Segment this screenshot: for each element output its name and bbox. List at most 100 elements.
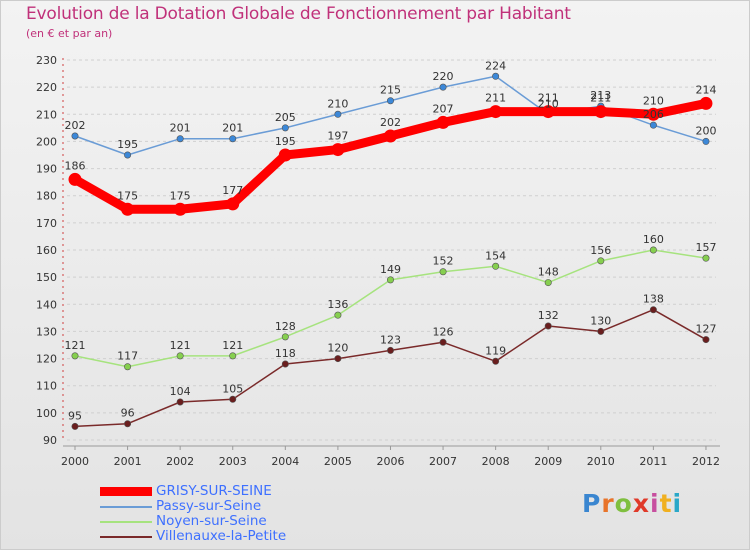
data-label: 201 — [222, 122, 243, 135]
data-label: 96 — [121, 407, 135, 420]
y-tick-label: 140 — [36, 298, 57, 311]
x-tick-label: 2012 — [692, 455, 720, 468]
data-label: 104 — [170, 385, 191, 398]
legend-swatch — [100, 487, 152, 496]
y-tick-label: 180 — [36, 190, 57, 203]
data-label: 121 — [65, 339, 86, 352]
data-point — [71, 422, 79, 430]
data-label: 215 — [380, 84, 401, 97]
data-point — [597, 327, 605, 335]
data-label: 126 — [433, 325, 454, 338]
y-tick-label: 100 — [36, 407, 57, 420]
data-label: 195 — [117, 138, 138, 151]
x-tick-label: 2011 — [639, 455, 667, 468]
data-label: 224 — [485, 59, 506, 72]
data-point — [386, 276, 394, 284]
y-tick-label: 190 — [36, 163, 57, 176]
data-label: 207 — [433, 102, 454, 115]
data-label: 206 — [643, 108, 664, 121]
legend-label: Noyen-sur-Seine — [156, 513, 267, 529]
data-label: 211 — [590, 92, 611, 105]
y-tick-label: 90 — [43, 434, 57, 447]
x-tick-label: 2002 — [166, 455, 194, 468]
proxiti-logo: Proxiti — [582, 489, 682, 518]
x-tick-label: 2000 — [61, 455, 89, 468]
data-point — [229, 352, 237, 360]
data-label: 197 — [327, 130, 348, 143]
y-tick-label: 210 — [36, 108, 57, 121]
logo-letter: o — [614, 489, 633, 518]
data-point — [699, 96, 713, 110]
x-tick-label: 2004 — [271, 455, 299, 468]
x-tick-label: 2008 — [482, 455, 510, 468]
logo-letter: P — [582, 489, 602, 518]
data-label: 128 — [275, 320, 296, 333]
data-label: 211 — [538, 92, 559, 105]
data-label: 186 — [65, 159, 86, 172]
data-point — [278, 148, 292, 162]
data-label: 121 — [170, 339, 191, 352]
chart-title: Evolution de la Dotation Globale de Fonc… — [26, 4, 571, 24]
data-label: 105 — [222, 382, 243, 395]
data-point — [281, 360, 289, 368]
data-point — [702, 137, 710, 145]
data-label: 156 — [590, 244, 611, 257]
logo-letter: i — [672, 489, 683, 518]
x-tick-label: 2005 — [324, 455, 352, 468]
data-label: 149 — [380, 263, 401, 276]
data-point — [702, 254, 710, 262]
data-point — [649, 306, 657, 314]
data-point — [281, 333, 289, 341]
data-point — [124, 151, 132, 159]
data-point — [439, 83, 447, 91]
data-label: 160 — [643, 233, 664, 246]
data-point — [229, 395, 237, 403]
data-point — [176, 352, 184, 360]
data-label: 205 — [275, 111, 296, 124]
logo-letter: i — [650, 489, 660, 518]
legend-item: Passy-sur-Seine — [100, 499, 286, 514]
legend-swatch — [100, 505, 152, 508]
logo-letter: t — [659, 489, 673, 518]
logo-letter: x — [632, 489, 650, 518]
data-point — [334, 311, 342, 319]
data-label: 202 — [65, 119, 86, 132]
data-point — [68, 172, 82, 186]
data-label: 119 — [485, 344, 506, 357]
data-point — [121, 202, 135, 216]
data-label: 123 — [380, 333, 401, 346]
data-point — [383, 129, 397, 143]
x-tick-label: 2007 — [429, 455, 457, 468]
data-point — [331, 143, 345, 157]
data-label: 177 — [222, 184, 243, 197]
y-tick-label: 170 — [36, 217, 57, 230]
chart-legend: GRISY-SUR-SEINE Passy-sur-Seine Noyen-sur-… — [100, 484, 286, 544]
data-label: 220 — [433, 70, 454, 83]
data-label: 195 — [275, 135, 296, 148]
y-tick-label: 120 — [36, 353, 57, 366]
data-point — [597, 257, 605, 265]
data-point — [492, 357, 500, 365]
data-label: 175 — [170, 189, 191, 202]
data-point — [281, 124, 289, 132]
data-label: 121 — [222, 339, 243, 352]
data-label: 138 — [643, 293, 664, 306]
series-line-villenauxe-la-petite — [74, 308, 707, 428]
data-point — [489, 105, 503, 119]
data-point — [436, 115, 450, 129]
data-label: 201 — [170, 122, 191, 135]
x-tick-label: 2006 — [376, 455, 404, 468]
data-point — [386, 346, 394, 354]
y-tick-label: 150 — [36, 271, 57, 284]
y-tick-label: 220 — [36, 81, 57, 94]
data-point — [176, 398, 184, 406]
y-tick-label: 230 — [36, 54, 57, 67]
x-tick-label: 2009 — [534, 455, 562, 468]
x-tick-label: 2001 — [114, 455, 142, 468]
data-label: 214 — [695, 83, 716, 96]
legend-label: Villenauxe-la-Petite — [156, 528, 287, 544]
data-point — [229, 135, 237, 143]
chart-subtitle: (en € et par an) — [26, 27, 113, 40]
